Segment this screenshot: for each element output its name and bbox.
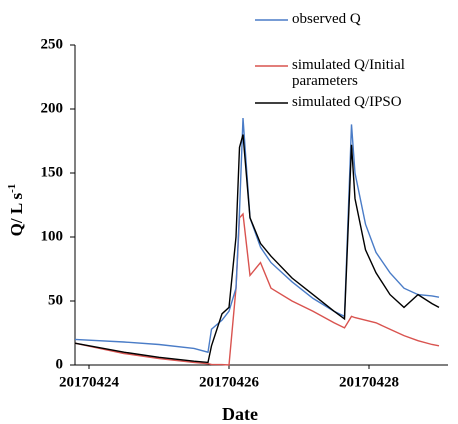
y-tick-label: 0 bbox=[56, 356, 64, 372]
y-axis-title: Q/ L s-1 bbox=[6, 184, 26, 237]
y-tick-label: 250 bbox=[41, 36, 64, 52]
x-axis-title: Date bbox=[222, 404, 258, 424]
y-tick-label: 50 bbox=[48, 292, 63, 308]
x-tick-label: 20170426 bbox=[199, 374, 260, 390]
y-tick-label: 100 bbox=[41, 228, 64, 244]
y-axis-title-sup: -1 bbox=[6, 184, 18, 193]
legend-label: simulated Q/Initial parameters bbox=[292, 57, 405, 89]
y-tick-label: 150 bbox=[41, 164, 64, 180]
y-axis-title-text: Q/ L s bbox=[7, 192, 26, 236]
series-line bbox=[74, 117, 440, 354]
series-line bbox=[74, 134, 440, 364]
x-tick-label: 20170428 bbox=[339, 374, 399, 390]
x-tick-label: 20170424 bbox=[59, 374, 120, 390]
legend-label: observed Q bbox=[292, 11, 361, 27]
series-line bbox=[74, 212, 440, 366]
y-tick-label: 200 bbox=[41, 100, 64, 116]
legend-label: simulated Q/IPSO bbox=[292, 94, 402, 110]
